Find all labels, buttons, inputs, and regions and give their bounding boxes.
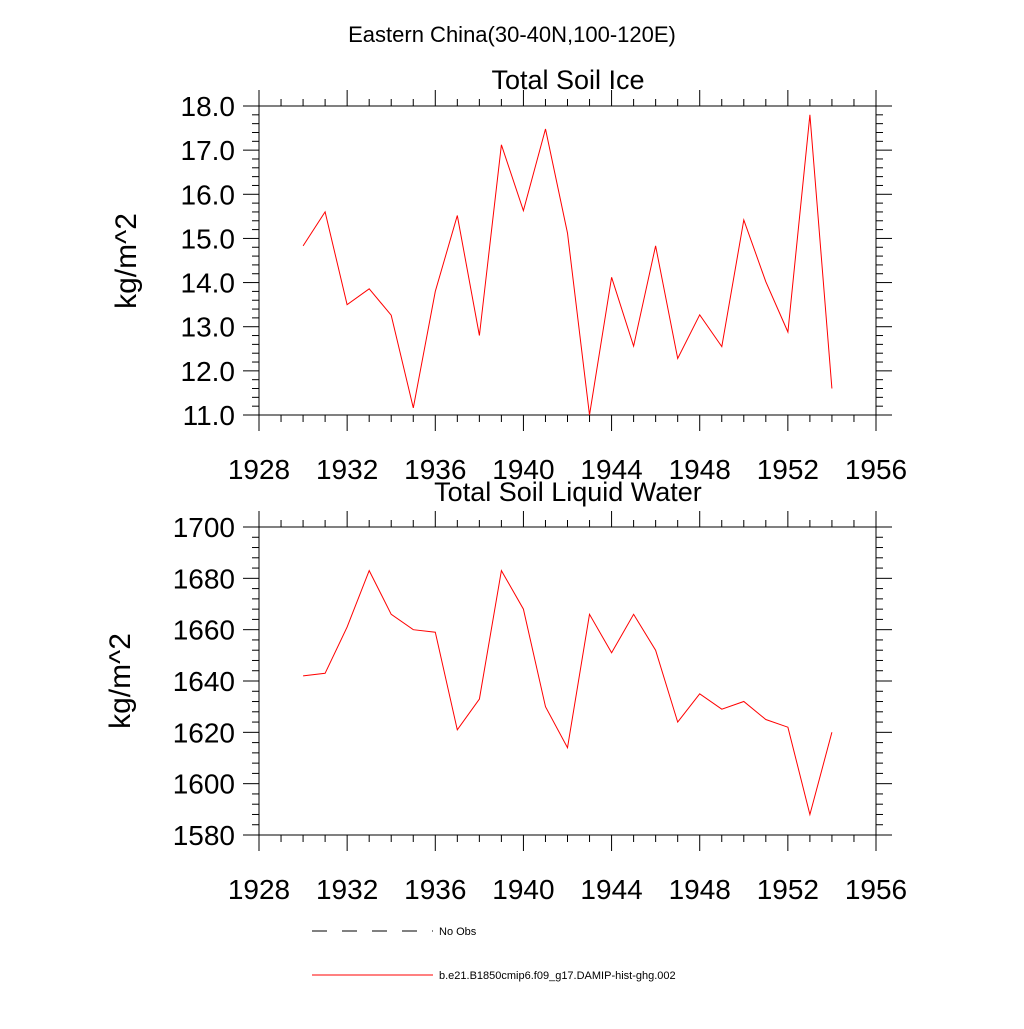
panel-title: Total Soil Liquid Water bbox=[434, 477, 702, 507]
tick-layer bbox=[243, 90, 892, 431]
y-tick-label: 12.0 bbox=[181, 356, 236, 387]
y-tick-label: 16.0 bbox=[181, 179, 236, 210]
y-tick-label: 1620 bbox=[173, 717, 235, 748]
panel-title: Total Soil Ice bbox=[491, 65, 644, 95]
y-tick-label: 1640 bbox=[173, 666, 235, 697]
y-tick-label: 1600 bbox=[173, 769, 235, 800]
x-tick-label: 1944 bbox=[580, 454, 642, 485]
x-tick-label: 1956 bbox=[845, 874, 907, 905]
x-tick-label: 1932 bbox=[316, 454, 378, 485]
plot-frame bbox=[258, 105, 877, 416]
x-tick-label: 1952 bbox=[757, 874, 819, 905]
x-tick-label: 1936 bbox=[404, 874, 466, 905]
x-tick-label: 1936 bbox=[404, 454, 466, 485]
x-tick-label: 1928 bbox=[228, 454, 290, 485]
y-tick-label: 14.0 bbox=[181, 268, 236, 299]
x-tick-label: 1948 bbox=[669, 454, 731, 485]
series-layer bbox=[302, 114, 833, 416]
x-tick-label: 1948 bbox=[669, 874, 731, 905]
tick-label-layer: 1928 1932 1936 1940 1944 1948 1952 1956 11.0 12.0… bbox=[181, 91, 908, 485]
x-tick-label: 1928 bbox=[228, 874, 290, 905]
y-tick-label: 17.0 bbox=[181, 135, 236, 166]
y-tick-label: 1700 bbox=[173, 512, 235, 543]
figure-title: Eastern China(30-40N,100-120E) bbox=[348, 22, 676, 47]
panel-total-soil-ice: Total Soil Ice kg/m^2 1928 1932 1936 1940 19… bbox=[110, 65, 907, 485]
x-tick-label: 1944 bbox=[580, 874, 642, 905]
tick-label-layer: 1928 1932 1936 1940 1944 1948 1952 1956 1580 1600… bbox=[173, 512, 907, 905]
legend-label-no-obs: No Obs bbox=[439, 926, 477, 938]
legend: No Obs b.e21.B1850cmip6.f09_g17.DAMIP-hi… bbox=[312, 926, 676, 982]
x-tick-label: 1932 bbox=[316, 874, 378, 905]
x-tick-label: 1952 bbox=[757, 454, 819, 485]
y-axis-label: kg/m^2 bbox=[104, 633, 137, 729]
y-axis-label: kg/m^2 bbox=[110, 213, 143, 309]
y-tick-label: 15.0 bbox=[181, 223, 236, 254]
series-line bbox=[302, 114, 833, 416]
plot-frame bbox=[258, 526, 877, 836]
y-tick-label: 13.0 bbox=[181, 312, 236, 343]
y-tick-label: 1580 bbox=[173, 820, 235, 851]
x-tick-label: 1940 bbox=[492, 454, 554, 485]
panel-total-soil-liquid-water: Total Soil Liquid Water kg/m^2 1928 1932 1… bbox=[104, 477, 907, 905]
x-tick-label: 1940 bbox=[492, 874, 554, 905]
y-tick-label: 18.0 bbox=[181, 91, 236, 122]
y-tick-label: 1680 bbox=[173, 563, 235, 594]
series-layer bbox=[303, 569, 833, 817]
y-tick-label: 1660 bbox=[173, 615, 235, 646]
tick-layer bbox=[243, 511, 892, 851]
y-tick-label: 11.0 bbox=[183, 400, 235, 431]
series-line bbox=[303, 569, 833, 817]
legend-label-model: b.e21.B1850cmip6.f09_g17.DAMIP-hist-ghg.… bbox=[439, 970, 676, 982]
x-tick-label: 1956 bbox=[845, 454, 907, 485]
